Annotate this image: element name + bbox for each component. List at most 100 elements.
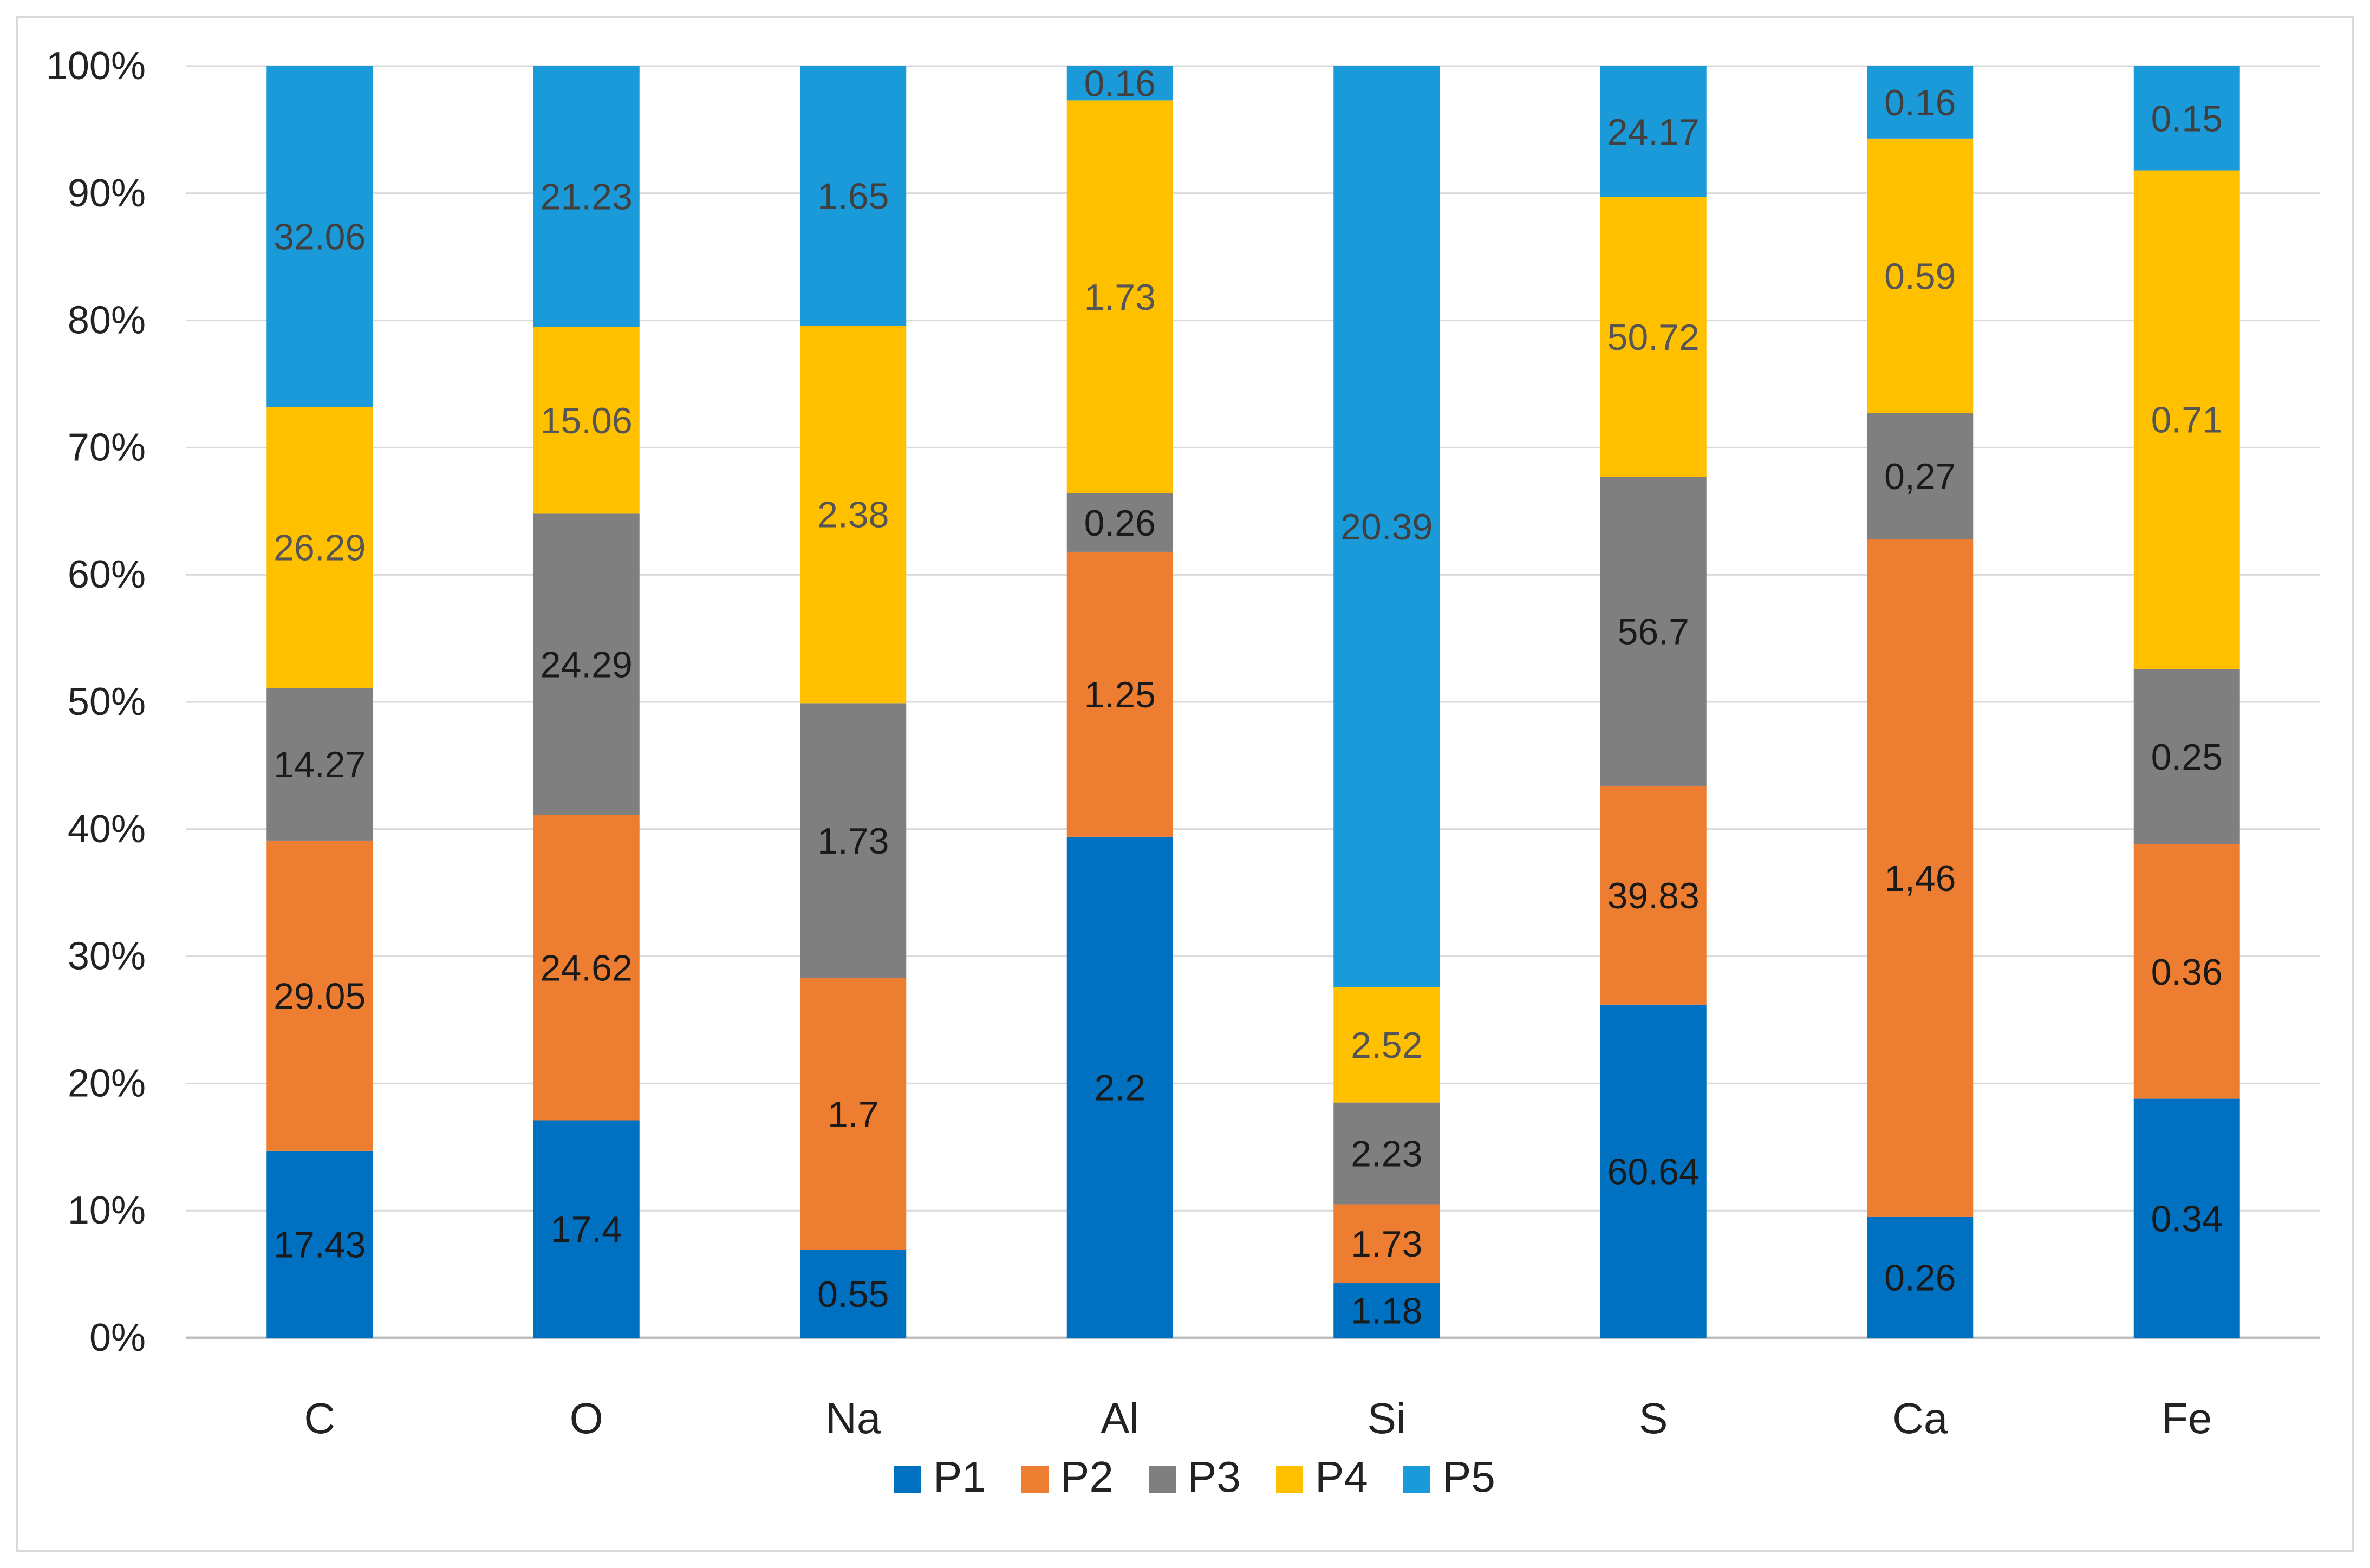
bar-segment-p2-s [1600,785,1707,1005]
bar-segment-p3-na [800,703,907,978]
bar-segment-p5-na [800,66,907,326]
bars [266,66,2240,1338]
data-label-p4-o: 15.06 [541,400,633,441]
data-label-p2-o: 24.62 [541,948,633,989]
data-label-p5-fe: 0.15 [2151,98,2223,139]
bar-segment-p4-o [533,327,640,514]
bar-segment-p2-c [266,840,373,1151]
bar-segment-p5-fe [2133,66,2240,171]
data-label-p1-ca: 0.26 [1884,1257,1956,1298]
bar-segment-p5-c [266,66,373,407]
data-label-p4-c: 26.29 [274,528,366,569]
bar-segment-p4-c [266,407,373,688]
y-tick-label: 60% [68,553,146,596]
data-label-p5-o: 21.23 [541,177,633,218]
y-axis-ticks: 0% 10% 20% 30% 40% 50% 60% 70% 80% 90% 100% [46,44,146,1359]
bar-segment-p1-al [1066,836,1173,1338]
bar-segment-p1-na [800,1250,907,1338]
data-label-p3-s: 56.7 [1618,611,1689,653]
gridlines [186,65,2320,1339]
legend-swatch-p2 [1021,1466,1049,1493]
bar-segment-p5-o [533,66,640,327]
data-label-p1-si: 1.18 [1351,1291,1422,1332]
bar-segment-p3-al [1066,493,1173,552]
bar-segment-p2-al [1066,551,1173,837]
data-label-p1-na: 0.55 [817,1274,889,1315]
bar-segment-p3-s [1600,477,1707,786]
data-label-p2-na: 1.7 [828,1094,879,1135]
data-label-p5-al: 0.16 [1084,63,1156,105]
data-label-p3-na: 1.73 [817,821,889,862]
x-category-label: C [304,1394,335,1442]
data-label-p2-al: 1.25 [1084,674,1156,715]
bar-segment-p4-al [1066,100,1173,493]
data-label-p5-si: 20.39 [1340,506,1433,548]
bar-segment-p4-s [1600,197,1707,477]
bar-segment-p3-si [1333,1102,1440,1205]
bar-segment-p5-ca [1867,66,1974,139]
y-tick-label: 10% [68,1189,146,1232]
bar-segment-p1-o [533,1120,640,1338]
x-axis-categories: C O Na Al Si S Ca Fe [304,1394,2212,1442]
data-label-p4-si: 2.52 [1351,1025,1422,1066]
x-category-label: Fe [2161,1394,2212,1442]
bar-segment-p5-al [1066,66,1173,101]
chart-frame: 0% 10% 20% 30% 40% 50% 60% 70% 80% 90% 100% 17.43 2… [16,16,2354,1552]
y-tick-label: 30% [68,935,146,978]
y-tick-label: 50% [68,680,146,724]
y-tick-label: 20% [68,1062,146,1105]
data-labels: 17.43 29.05 14.27 26.29 32.06 17.4 24.62 24.29 1… [274,63,2223,1332]
data-label-p2-s: 39.83 [1607,875,1700,916]
data-label-p3-ca: 0,27 [1884,456,1956,497]
bar-segment-p1-c [266,1150,373,1338]
y-tick-label: 80% [68,299,146,342]
y-tick-label: 90% [68,172,146,215]
legend-label-p3: P3 [1188,1453,1241,1501]
bar-segment-p3-o [533,513,640,815]
bar-segment-p5-si [1333,66,1440,987]
data-label-p1-al: 2.2 [1094,1067,1145,1108]
bar-segment-p2-na [800,978,907,1250]
bar-segment-p3-c [266,688,373,841]
bar-segment-p2-o [533,815,640,1121]
data-label-p1-o: 17.4 [551,1209,622,1250]
data-label-p1-fe: 0.34 [2151,1198,2223,1239]
legend-label-p2: P2 [1060,1453,1114,1501]
data-label-p5-na: 1.65 [817,175,889,217]
data-label-p4-fe: 0.71 [2151,400,2223,441]
bar-segment-p1-si [1333,1283,1440,1338]
bar-segment-p4-na [800,325,907,704]
x-category-label: Na [825,1394,881,1442]
data-label-p3-c: 14.27 [274,744,366,785]
bar-segment-p4-ca [1867,138,1974,414]
bar-segment-p2-ca [1867,539,1974,1217]
bar-segment-p4-fe [2133,170,2240,669]
data-label-p4-al: 1.73 [1084,277,1156,318]
data-label-p3-fe: 0.25 [2151,737,2223,778]
data-label-p5-ca: 0.16 [1884,82,1956,123]
data-label-p3-si: 2.23 [1351,1134,1422,1175]
data-label-p4-s: 50.72 [1607,317,1700,358]
legend-swatch-p3 [1149,1466,1176,1493]
bar-segment-p5-s [1600,66,1707,197]
x-category-label: Al [1101,1394,1139,1442]
data-label-p2-ca: 1,46 [1884,858,1956,899]
bar-segment-p1-fe [2133,1098,2240,1338]
bar-segment-p4-si [1333,986,1440,1103]
legend-label-p1: P1 [933,1453,986,1501]
legend-label-p5: P5 [1442,1453,1495,1501]
data-label-p3-o: 24.29 [541,645,633,686]
bar-segment-p3-fe [2133,668,2240,844]
data-label-p4-ca: 0.59 [1884,256,1956,297]
x-category-label: Si [1368,1394,1406,1442]
y-tick-label: 0% [89,1316,146,1359]
data-label-p2-c: 29.05 [274,975,366,1017]
stacked-bar-chart: 0%10%20%30%40%50%60%70%80%90%100% 17.432… [46,44,2320,1501]
x-category-label: S [1639,1394,1668,1442]
data-label-p2-si: 1.73 [1351,1224,1422,1265]
x-category-label: O [570,1394,603,1442]
bar-segment-p3-ca [1867,413,1974,539]
data-label-p2-fe: 0.36 [2151,952,2223,993]
bar-segment-p1-s [1600,1004,1707,1338]
data-label-p4-na: 2.38 [817,495,889,536]
